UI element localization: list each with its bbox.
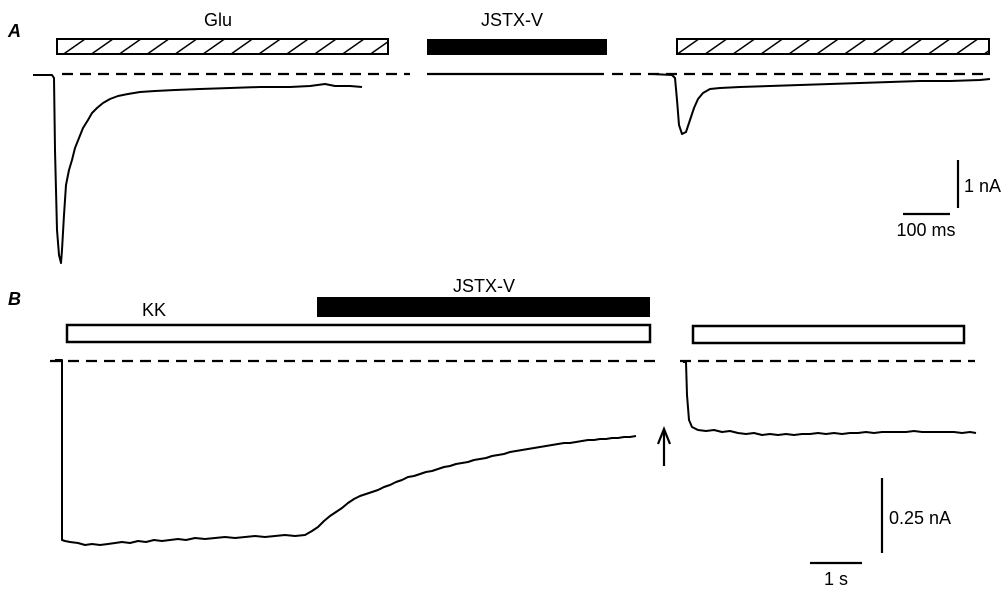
panel-b-trace-control (55, 359, 637, 546)
panel-a-glu-bar-2 (676, 38, 990, 55)
panel-b-jstx-label: JSTX-V (453, 276, 515, 296)
panel-a-current-scale-label: 1 nA (964, 176, 1001, 196)
panel-b-trace-after-toxin (683, 361, 977, 436)
panel-b-jstx-bar (317, 297, 650, 317)
panel-b-up-arrow-icon (656, 426, 672, 445)
panel-a-glu-bar-1 (56, 38, 389, 55)
panel-b-time-scale-label: 1 s (824, 569, 848, 589)
panel-a-time-scale-label: 100 ms (896, 220, 955, 240)
panel-b-kk-bar-2 (691, 324, 966, 345)
panel-a-label: A (7, 21, 21, 41)
panel-b-label: B (8, 289, 21, 309)
panel-a-jstx-bar (427, 39, 607, 55)
panel-a-trace-control (33, 74, 363, 264)
panel-b-kk-bar-1 (65, 323, 652, 344)
panel-b-kk-label: KK (142, 300, 166, 320)
panel-a-jstx-label: JSTX-V (481, 10, 543, 30)
panel-a-trace-after-toxin (651, 73, 991, 135)
panel-a-glu-label: Glu (204, 10, 232, 30)
panel-b-current-scale-label: 0.25 nA (889, 508, 951, 528)
